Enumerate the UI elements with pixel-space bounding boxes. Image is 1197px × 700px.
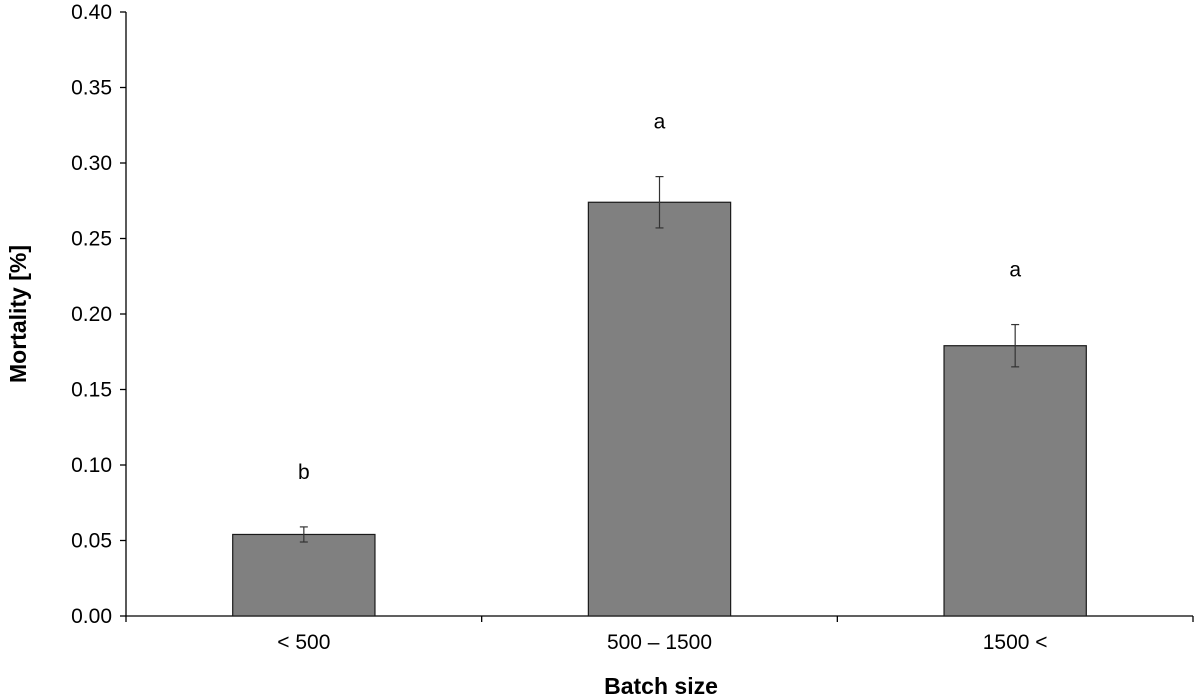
y-tick-label: 0.30 <box>71 152 112 175</box>
significance-label: a <box>1009 259 1021 282</box>
bar <box>943 345 1087 617</box>
bar <box>587 201 732 617</box>
error-bars <box>299 175 1020 543</box>
x-axis: < 500 500 – 1500 1500 < <box>125 615 1194 654</box>
significance-label: a <box>654 111 666 134</box>
bar <box>232 533 376 617</box>
y-tick-label: 0.15 <box>71 379 112 402</box>
y-tick-label: 0.40 <box>71 1 112 24</box>
y-tick-label: 0.25 <box>71 228 112 251</box>
significance-labels: b a a <box>298 111 1021 484</box>
x-tick-label: 500 – 1500 <box>607 631 712 654</box>
y-axis: 0.00 0.05 0.10 0.15 0.20 0.25 0.30 0.35 0.40 <box>71 1 127 628</box>
significance-label: b <box>298 461 310 484</box>
x-tick-label: 1500 < <box>983 631 1048 654</box>
y-tick-label: 0.20 <box>71 303 112 326</box>
y-axis-title: Mortality [%] <box>5 245 31 383</box>
y-tick-label: 0.05 <box>71 530 112 553</box>
y-tick-label: 0.00 <box>71 605 112 628</box>
bars <box>232 201 1087 617</box>
x-tick-label: < 500 <box>277 631 330 654</box>
x-axis-title: Batch size <box>604 673 718 699</box>
y-tick-label: 0.35 <box>71 77 112 100</box>
y-tick-label: 0.10 <box>71 454 112 477</box>
